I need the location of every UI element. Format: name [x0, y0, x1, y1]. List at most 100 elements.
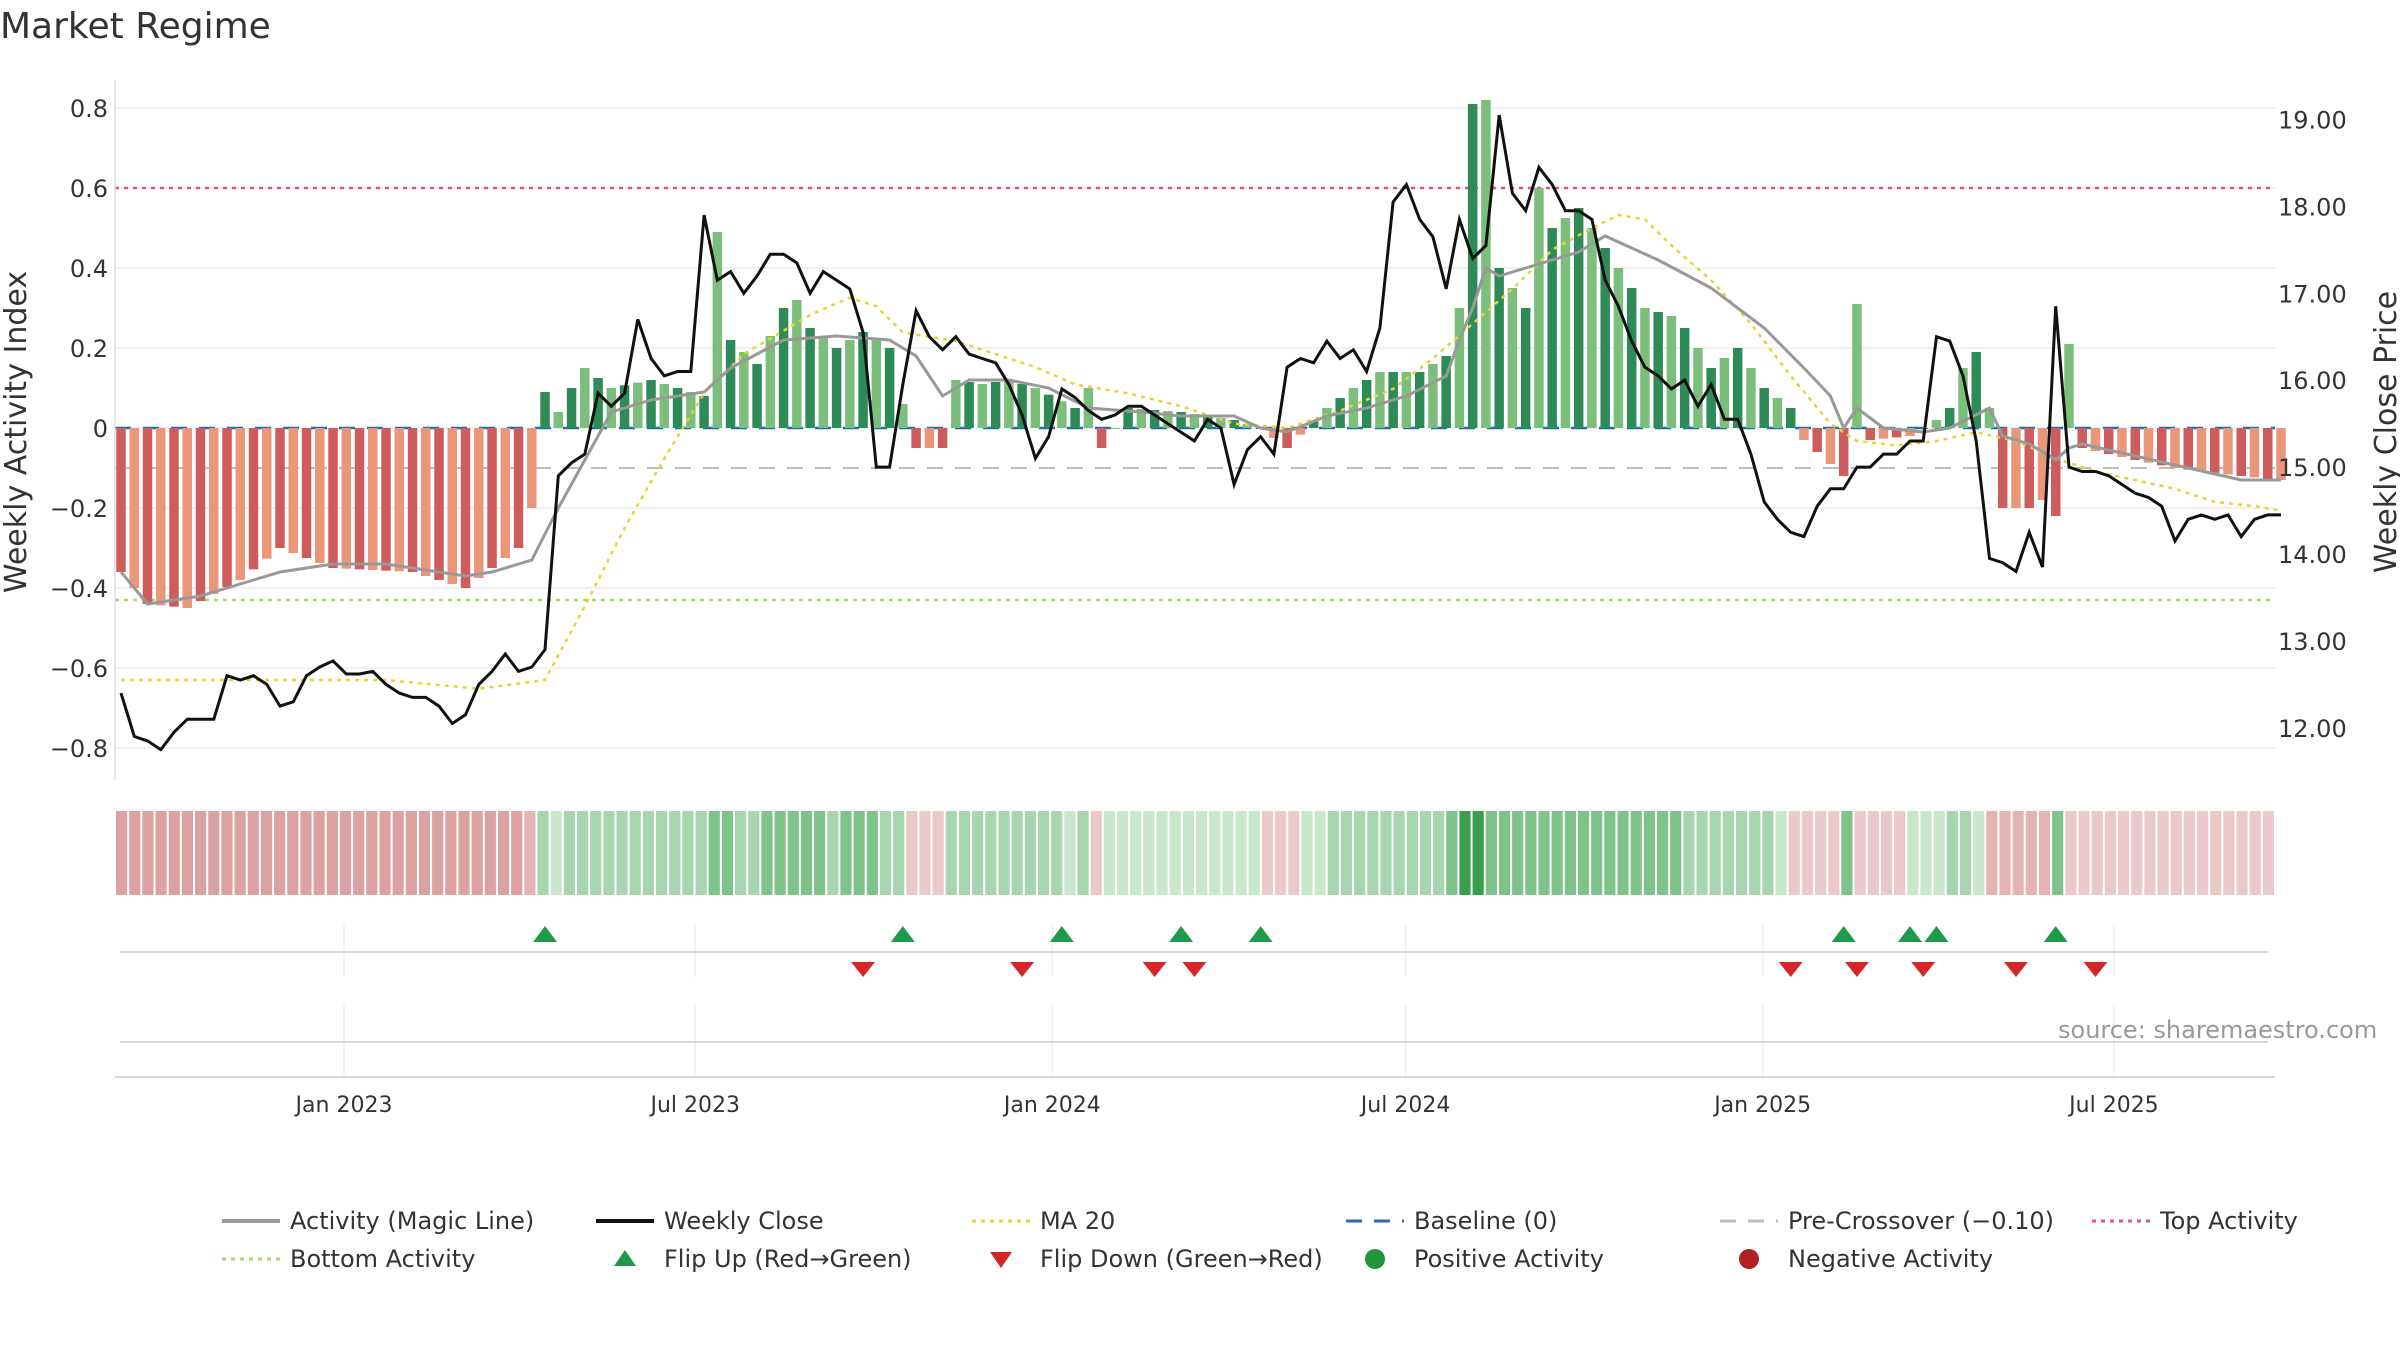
legend-positive-dot-icon	[1344, 1243, 1406, 1275]
right-tick-label: 16.00	[2278, 367, 2347, 395]
regime-cell	[208, 811, 220, 895]
regime-cell	[1564, 811, 1576, 895]
activity-bar	[1772, 398, 1783, 428]
regime-cell	[998, 811, 1010, 895]
activity-bar	[1229, 420, 1239, 428]
regime-cell	[1933, 811, 1945, 895]
activity-bar	[752, 364, 762, 428]
activity-bar	[1865, 428, 1875, 440]
regime-cell	[2065, 811, 2077, 895]
regime-cell	[1419, 811, 1432, 895]
regime-cell	[1656, 811, 1669, 895]
flip-up-marker	[890, 926, 915, 942]
regime-cell	[2170, 811, 2182, 895]
regime-cell	[1894, 811, 1906, 895]
activity-bar	[487, 428, 497, 568]
regime-cell	[1354, 811, 1366, 895]
regime-cell	[1762, 811, 1774, 895]
x-tick-label: Jan 2024	[1002, 1093, 1101, 1118]
activity-bar	[2236, 428, 2246, 476]
flip-down-marker	[1182, 962, 1207, 977]
activity-bar	[1494, 268, 1504, 428]
activity-bars	[116, 100, 2286, 608]
regime-cell	[590, 811, 602, 895]
activity-bar	[2223, 428, 2233, 475]
regime-cell	[155, 811, 167, 895]
activity-bar	[275, 428, 285, 548]
activity-bar	[1971, 352, 1981, 428]
regime-cell	[1986, 811, 1998, 895]
regime-cell	[958, 811, 971, 895]
regime-cell	[1301, 811, 1313, 895]
left-tick-label: 0.8	[70, 95, 108, 123]
regime-cell	[866, 811, 878, 895]
activity-bar	[1176, 412, 1186, 428]
regime-cell	[840, 811, 852, 895]
regime-cell	[1116, 811, 1129, 895]
regime-cell	[1498, 811, 1511, 895]
activity-bar	[1004, 380, 1014, 428]
regime-cell	[1551, 811, 1563, 895]
activity-bar	[1361, 380, 1372, 428]
right-axis-label: Weekly Close Price	[2369, 291, 2400, 573]
left-tick-label: 0.6	[70, 175, 108, 203]
regime-cell	[1920, 811, 1932, 895]
legend-label: Top Activity	[2160, 1207, 2298, 1235]
regime-cell	[1209, 811, 1221, 895]
flip-up-marker	[1831, 926, 1856, 942]
activity-bar	[116, 428, 126, 572]
legend-label: Flip Down (Green→Red)	[1040, 1245, 1323, 1273]
regime-cell	[563, 811, 575, 895]
activity-bar	[500, 428, 511, 558]
activity-bar	[434, 428, 444, 580]
regime-cell	[1222, 811, 1234, 895]
regime-cell	[1577, 811, 1590, 895]
regime-cell	[2131, 811, 2143, 895]
activity-bar	[1759, 388, 1769, 428]
activity-bar	[1057, 401, 1067, 428]
regime-cell	[418, 811, 431, 895]
activity-bar	[1666, 316, 1677, 428]
legend-item-bottom: Bottom Activity	[220, 1243, 475, 1275]
regime-cell	[2052, 811, 2064, 895]
regime-cell	[827, 811, 839, 895]
activity-bar	[169, 428, 179, 607]
activity-bar	[765, 336, 776, 428]
activity-bar	[1441, 356, 1451, 428]
activity-bar	[1414, 372, 1425, 428]
flip-up-marker	[1049, 926, 1074, 942]
activity-bar	[884, 348, 895, 428]
legend-label: Pre-Crossover (−0.10)	[1788, 1207, 2055, 1235]
activity-bar	[328, 428, 338, 568]
activity-bar	[1997, 428, 2008, 508]
activity-bar	[646, 380, 656, 428]
flip-down-marker	[1142, 962, 1167, 977]
legend-item-positive: Positive Activity	[1344, 1243, 1604, 1275]
activity-bar	[2117, 428, 2127, 457]
x-tick-label: Jul 2024	[1359, 1093, 1451, 1118]
activity-bar	[474, 428, 484, 578]
regime-cell	[2210, 811, 2222, 895]
x-tick-label: Jan 2025	[1712, 1093, 1811, 1118]
regime-cell	[366, 811, 378, 895]
activity-bar	[805, 328, 815, 428]
regime-cell	[247, 811, 259, 895]
regime-cell	[2025, 811, 2037, 895]
activity-bar	[1520, 308, 1531, 428]
flip-up-marker	[1897, 926, 1922, 942]
regime-cell	[2262, 811, 2274, 895]
activity-bar	[1732, 348, 1743, 428]
regime-cell	[379, 811, 391, 895]
legend-flip-up-icon	[594, 1243, 656, 1275]
regime-cell	[1959, 811, 1972, 895]
regime-cell	[1130, 811, 1142, 895]
regime-cell	[116, 811, 128, 895]
activity-bar	[911, 428, 921, 448]
activity-bar	[301, 428, 312, 558]
legend-close-line-icon	[594, 1205, 656, 1237]
regime-cell	[972, 811, 984, 895]
regime-cell	[2236, 811, 2248, 895]
weekly-close-line	[119, 114, 2281, 752]
activity-bar	[871, 340, 882, 428]
regime-cell	[524, 811, 536, 895]
